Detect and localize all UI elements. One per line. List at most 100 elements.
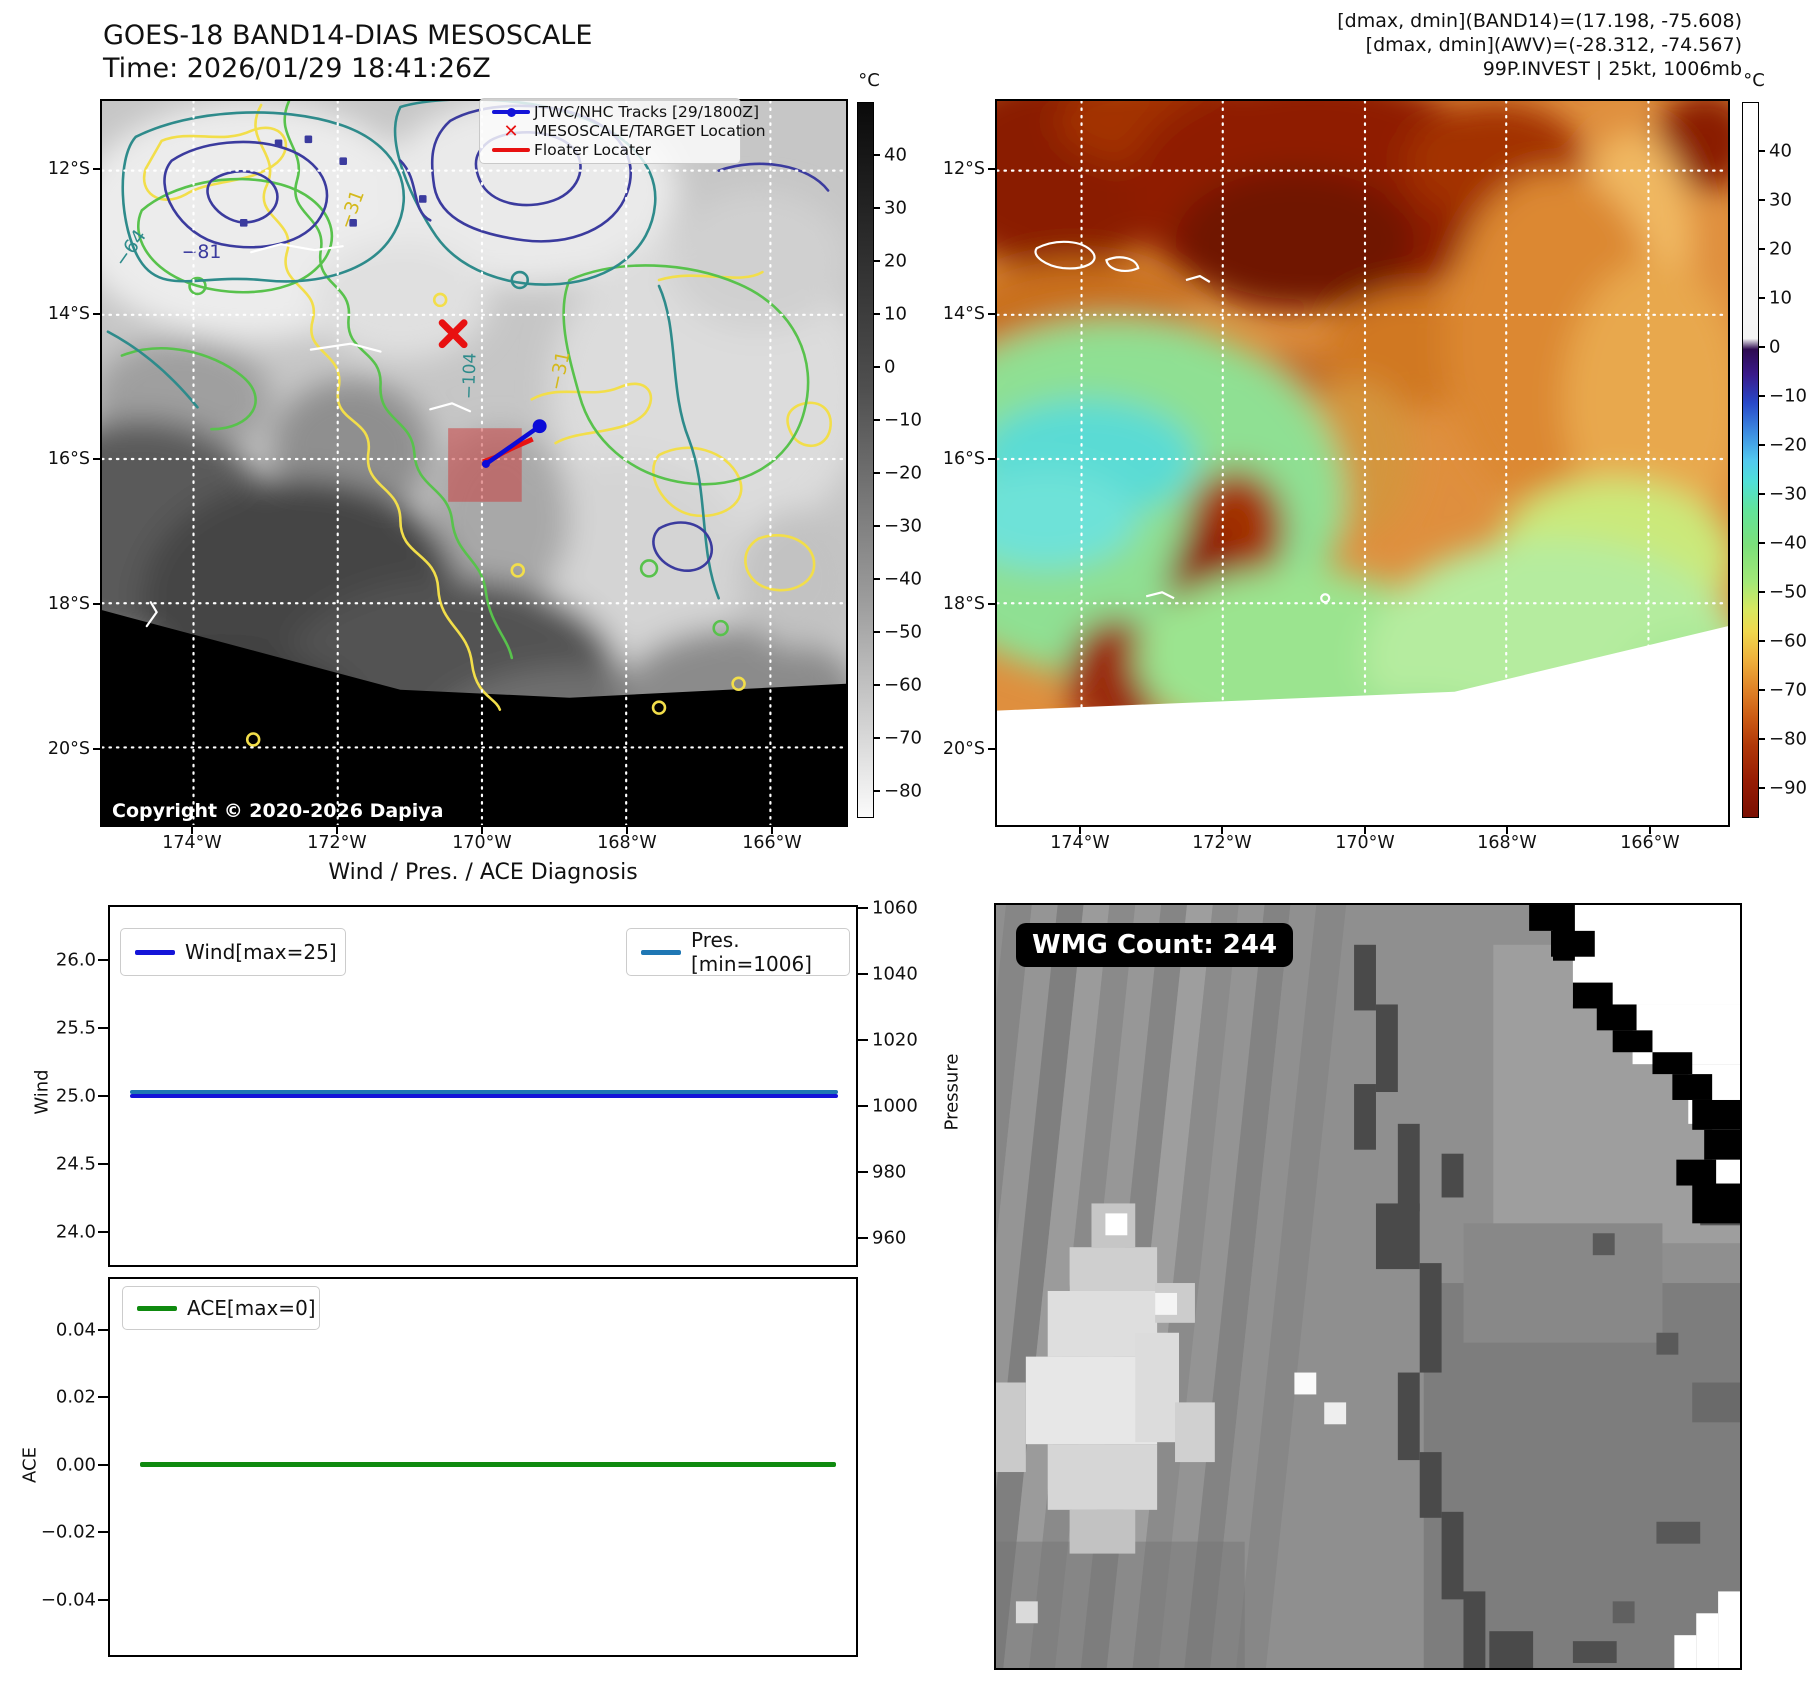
tick-label: 0 <box>884 356 896 378</box>
tick-label: −30 <box>1769 483 1807 505</box>
tick-label: 1000 <box>872 1095 918 1117</box>
wind-line <box>130 1094 838 1098</box>
tick-mark <box>1759 150 1765 152</box>
tick-mark <box>1759 444 1765 446</box>
tick-mark <box>98 1531 108 1533</box>
latlon-gridlines <box>100 99 848 827</box>
band14-colorbar <box>857 102 874 818</box>
tick-mark <box>988 748 995 750</box>
tick-label: 960 <box>872 1227 907 1249</box>
dmax-dmin-awv: [dmax, dmin](AWV)=(-28.312, -74.567) <box>1365 34 1742 56</box>
tick-mark <box>858 973 868 975</box>
legend-label: MESOSCALE/TARGET Location <box>534 122 766 140</box>
tick-label: 170°W <box>1335 833 1395 853</box>
tick-mark <box>1759 787 1765 789</box>
tick-label: 980 <box>872 1161 907 1183</box>
legend-label: Floater Locater <box>534 140 651 159</box>
tick-label: 0.00 <box>55 1454 96 1476</box>
latlon-gridlines <box>995 99 1730 709</box>
tick-label: 40 <box>1769 140 1792 162</box>
tick-label: 14°S <box>942 304 985 324</box>
tick-label: 174°W <box>1050 833 1110 853</box>
tick-mark <box>93 748 100 750</box>
pres-legend: Pres.[min=1006] <box>626 928 850 976</box>
tick-label: 20 <box>884 250 907 272</box>
wind-swatch <box>135 949 175 955</box>
tick-label: 18°S <box>47 594 90 614</box>
tick-mark <box>988 458 995 460</box>
wmg-panel <box>919 903 1742 1690</box>
tick-label: 166°W <box>742 833 802 853</box>
band14-time: Time: 2026/01/29 18:41:26Z <box>103 53 491 84</box>
tick-mark <box>874 260 880 262</box>
tick-mark <box>1759 199 1765 201</box>
tick-mark <box>1759 640 1765 642</box>
tick-label: 1040 <box>872 963 918 985</box>
tick-label: −50 <box>1769 581 1807 603</box>
tick-mark <box>98 1329 108 1331</box>
track-point <box>481 460 490 468</box>
track-point <box>532 419 547 434</box>
tick-label: 30 <box>1769 189 1792 211</box>
pres-legend-label: Pres.[min=1006] <box>691 928 812 976</box>
tick-mark <box>1759 591 1765 593</box>
awv-colorbar-unit: °C <box>1743 70 1765 91</box>
tick-mark <box>988 313 995 315</box>
tick-mark <box>874 525 880 527</box>
wmg-bright-cloud <box>996 1203 1347 1624</box>
tick-label: 26.0 <box>55 949 96 971</box>
tick-label: 16°S <box>942 449 985 469</box>
tick-label: 166°W <box>1620 833 1680 853</box>
tick-label: 25.0 <box>55 1085 96 1107</box>
tick-label: −80 <box>1769 728 1807 750</box>
ace-swatch <box>137 1305 177 1311</box>
tick-label: 168°W <box>1477 833 1537 853</box>
tick-mark <box>93 458 100 460</box>
tick-label: −20 <box>884 462 922 484</box>
tick-mark <box>1759 346 1765 348</box>
tick-label: 170°W <box>452 833 512 853</box>
tick-label: 174°W <box>162 833 222 853</box>
tick-label: −90 <box>1769 777 1807 799</box>
tick-label: −70 <box>884 727 922 749</box>
legend-row-target: ✕ MESOSCALE/TARGET Location <box>488 120 765 142</box>
tick-label: 20°S <box>47 739 90 759</box>
tick-label: −0.04 <box>40 1589 96 1611</box>
tick-mark <box>874 737 880 739</box>
x-marker-icon: ✕ <box>503 120 519 142</box>
tick-mark <box>98 1163 108 1165</box>
tick-mark <box>98 1027 108 1029</box>
tick-mark <box>98 1464 108 1466</box>
tick-mark <box>1759 297 1765 299</box>
target-x-marker <box>438 319 468 349</box>
pressure-axis-label: Pressure <box>941 1053 963 1131</box>
tick-label: 172°W <box>307 833 367 853</box>
tick-label: 0.04 <box>55 1319 96 1341</box>
jtwc-track-line <box>484 424 541 466</box>
ace-chart-panel <box>108 1277 858 1657</box>
tick-label: 40 <box>884 144 907 166</box>
tick-label: 0 <box>1769 336 1781 358</box>
tick-label: 14°S <box>47 304 90 324</box>
tick-mark <box>858 1171 868 1173</box>
track-line-icon <box>488 107 534 117</box>
tick-label: −10 <box>1769 385 1807 407</box>
tick-mark <box>1759 689 1765 691</box>
tick-mark <box>988 168 995 170</box>
tick-label: 1060 <box>872 897 918 919</box>
tick-label: 0.02 <box>55 1386 96 1408</box>
legend-label: JTWC/NHC Tracks [29/1800Z] <box>534 103 760 122</box>
temperature-contours <box>106 98 832 747</box>
tick-mark <box>98 1396 108 1398</box>
tick-mark <box>98 959 108 961</box>
ace-axis-label: ACE <box>19 1447 41 1483</box>
tick-mark <box>1759 542 1765 544</box>
band14-colorbar-unit: °C <box>858 70 880 91</box>
tick-mark <box>98 1231 108 1233</box>
tick-label: −0.02 <box>40 1521 96 1543</box>
awv-map-panel <box>887 71 1773 827</box>
legend-row-floater: Floater Locater <box>488 141 732 160</box>
diagnosis-title: Wind / Pres. / ACE Diagnosis <box>328 860 638 885</box>
tick-mark <box>858 1237 868 1239</box>
tick-mark <box>874 313 880 315</box>
